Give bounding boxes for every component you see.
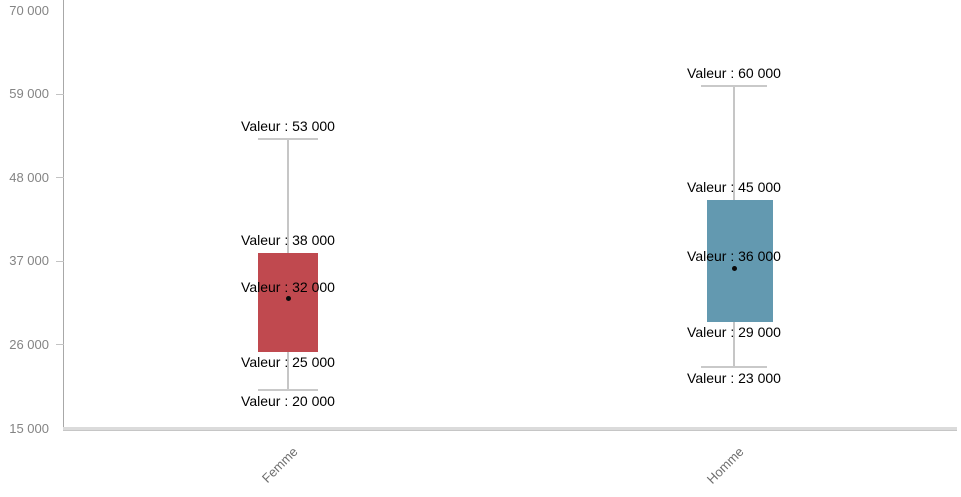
whisker-cap-min-femme xyxy=(258,389,318,391)
whisker-cap-max-homme xyxy=(701,85,767,87)
x-axis-line xyxy=(63,427,957,431)
whisker-cap-min-homme xyxy=(701,366,767,369)
y-axis-tick-label: 59 000 xyxy=(9,86,49,102)
value-label-q1-femme: Valeur : 25 000 xyxy=(241,354,335,370)
box-femme[interactable] xyxy=(258,253,318,352)
y-axis-line xyxy=(63,0,64,431)
value-label-min-femme: Valeur : 20 000 xyxy=(241,393,335,409)
value-label-mean-femme: Valeur : 32 000 xyxy=(241,278,335,295)
whisker-top-homme xyxy=(733,86,735,200)
whisker-top-femme xyxy=(287,139,289,254)
y-axis-tick-label: 48 000 xyxy=(9,169,49,185)
y-axis-tick-mark xyxy=(56,177,64,179)
value-label-max-homme: Valeur : 60 000 xyxy=(687,65,781,81)
y-axis-tick-label: 37 000 xyxy=(9,253,49,269)
box-homme[interactable] xyxy=(707,200,773,322)
value-label-q1-homme: Valeur : 29 000 xyxy=(687,323,781,340)
value-label-q3-femme: Valeur : 38 000 xyxy=(241,232,335,249)
y-axis-tick-mark xyxy=(56,260,64,262)
value-label-max-femme: Valeur : 53 000 xyxy=(241,118,335,135)
value-label-mean-homme: Valeur : 36 000 xyxy=(687,248,781,265)
whisker-bottom-homme xyxy=(733,321,735,368)
value-label-min-homme: Valeur : 23 000 xyxy=(687,370,781,387)
y-axis-tick-mark xyxy=(56,344,64,346)
y-axis-tick-label: 70 000 xyxy=(9,2,49,18)
value-label-q3-homme: Valeur : 45 000 xyxy=(687,179,781,195)
whisker-bottom-femme xyxy=(287,352,289,390)
mean-dot-homme[interactable] xyxy=(731,265,737,271)
category-label-femme: Femme xyxy=(258,444,301,486)
category-label-homme: Homme xyxy=(703,444,747,487)
mean-dot-femme[interactable] xyxy=(285,296,291,302)
whisker-cap-max-femme xyxy=(258,138,318,141)
y-axis-tick-label: 26 000 xyxy=(9,336,49,352)
y-axis-tick-mark xyxy=(56,93,64,95)
y-axis-tick-label: 15 000 xyxy=(9,420,49,436)
